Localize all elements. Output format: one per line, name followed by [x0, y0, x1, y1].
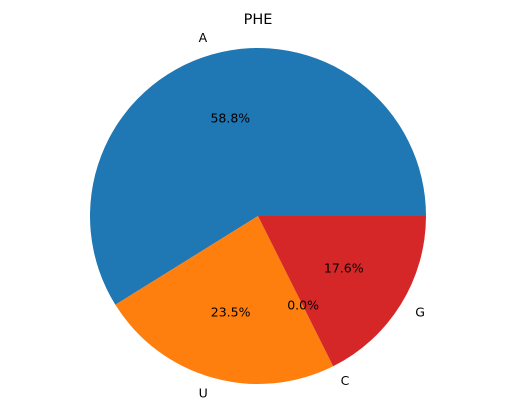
- pie-slices: [89, 48, 426, 385]
- slice-pct-a: 58.8%: [210, 111, 250, 126]
- slice-pct-c: 0.0%: [287, 298, 319, 313]
- slice-label-c: C: [341, 373, 350, 388]
- slice-label-g: G: [415, 305, 425, 320]
- slice-pct-u: 23.5%: [211, 305, 251, 320]
- pie-labels: A 58.8% U 23.5% C 0.0% G 17.6%: [199, 30, 425, 401]
- pie-slice-u: [115, 216, 334, 385]
- pie-slice-g: [258, 216, 426, 367]
- slice-label-a: A: [199, 30, 208, 45]
- pie-slice-a: [89, 48, 426, 305]
- slice-pct-g: 17.6%: [324, 260, 364, 275]
- slice-label-u: U: [199, 385, 208, 400]
- chart-title: PHE: [244, 12, 273, 28]
